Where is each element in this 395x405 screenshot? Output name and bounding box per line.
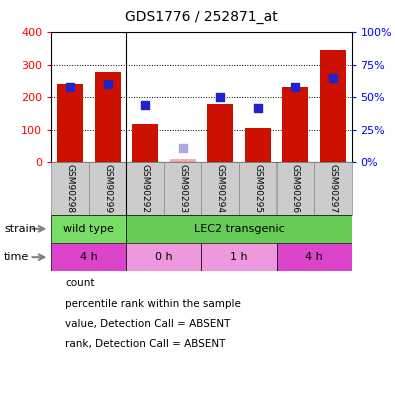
Bar: [169, 160, 196, 162]
Text: value, Detection Call = ABSENT: value, Detection Call = ABSENT: [65, 319, 231, 329]
Bar: [207, 104, 233, 162]
Text: time: time: [4, 252, 29, 262]
Text: count: count: [65, 279, 95, 288]
Text: GSM90296: GSM90296: [291, 164, 300, 213]
Bar: [51, 243, 126, 271]
Text: GSM90297: GSM90297: [328, 164, 337, 213]
Text: GSM90292: GSM90292: [141, 164, 150, 213]
Bar: [94, 72, 121, 162]
Bar: [276, 243, 352, 271]
Text: LEC2 transgenic: LEC2 transgenic: [194, 224, 284, 234]
Text: strain: strain: [4, 224, 36, 234]
Text: percentile rank within the sample: percentile rank within the sample: [65, 299, 241, 309]
Text: GSM90293: GSM90293: [178, 164, 187, 213]
Bar: [126, 243, 201, 271]
Text: wild type: wild type: [64, 224, 114, 234]
Bar: [51, 215, 126, 243]
Text: GSM90295: GSM90295: [253, 164, 262, 213]
Text: GSM90299: GSM90299: [103, 164, 112, 213]
Bar: [276, 162, 314, 215]
Point: [142, 102, 149, 108]
Bar: [164, 162, 201, 215]
Text: GDS1776 / 252871_at: GDS1776 / 252871_at: [125, 10, 278, 24]
Bar: [320, 50, 346, 162]
Point: [104, 81, 111, 87]
Bar: [126, 162, 164, 215]
Bar: [132, 124, 158, 162]
Point: [67, 83, 73, 90]
Text: GSM90298: GSM90298: [66, 164, 75, 213]
Bar: [126, 215, 352, 243]
Bar: [245, 128, 271, 162]
Text: 4 h: 4 h: [305, 252, 323, 262]
Bar: [201, 162, 239, 215]
Bar: [314, 162, 352, 215]
Point: [329, 75, 336, 81]
Text: 4 h: 4 h: [80, 252, 98, 262]
Point: [217, 94, 224, 100]
Text: 1 h: 1 h: [230, 252, 248, 262]
Text: GSM90294: GSM90294: [216, 164, 225, 213]
Bar: [239, 162, 276, 215]
Point: [179, 145, 186, 151]
Text: 0 h: 0 h: [155, 252, 173, 262]
Point: [255, 104, 261, 111]
Point: [292, 83, 299, 90]
Bar: [89, 162, 126, 215]
Bar: [57, 83, 83, 162]
Bar: [282, 87, 308, 162]
Bar: [201, 243, 276, 271]
Bar: [51, 162, 89, 215]
Text: rank, Detection Call = ABSENT: rank, Detection Call = ABSENT: [65, 339, 226, 349]
